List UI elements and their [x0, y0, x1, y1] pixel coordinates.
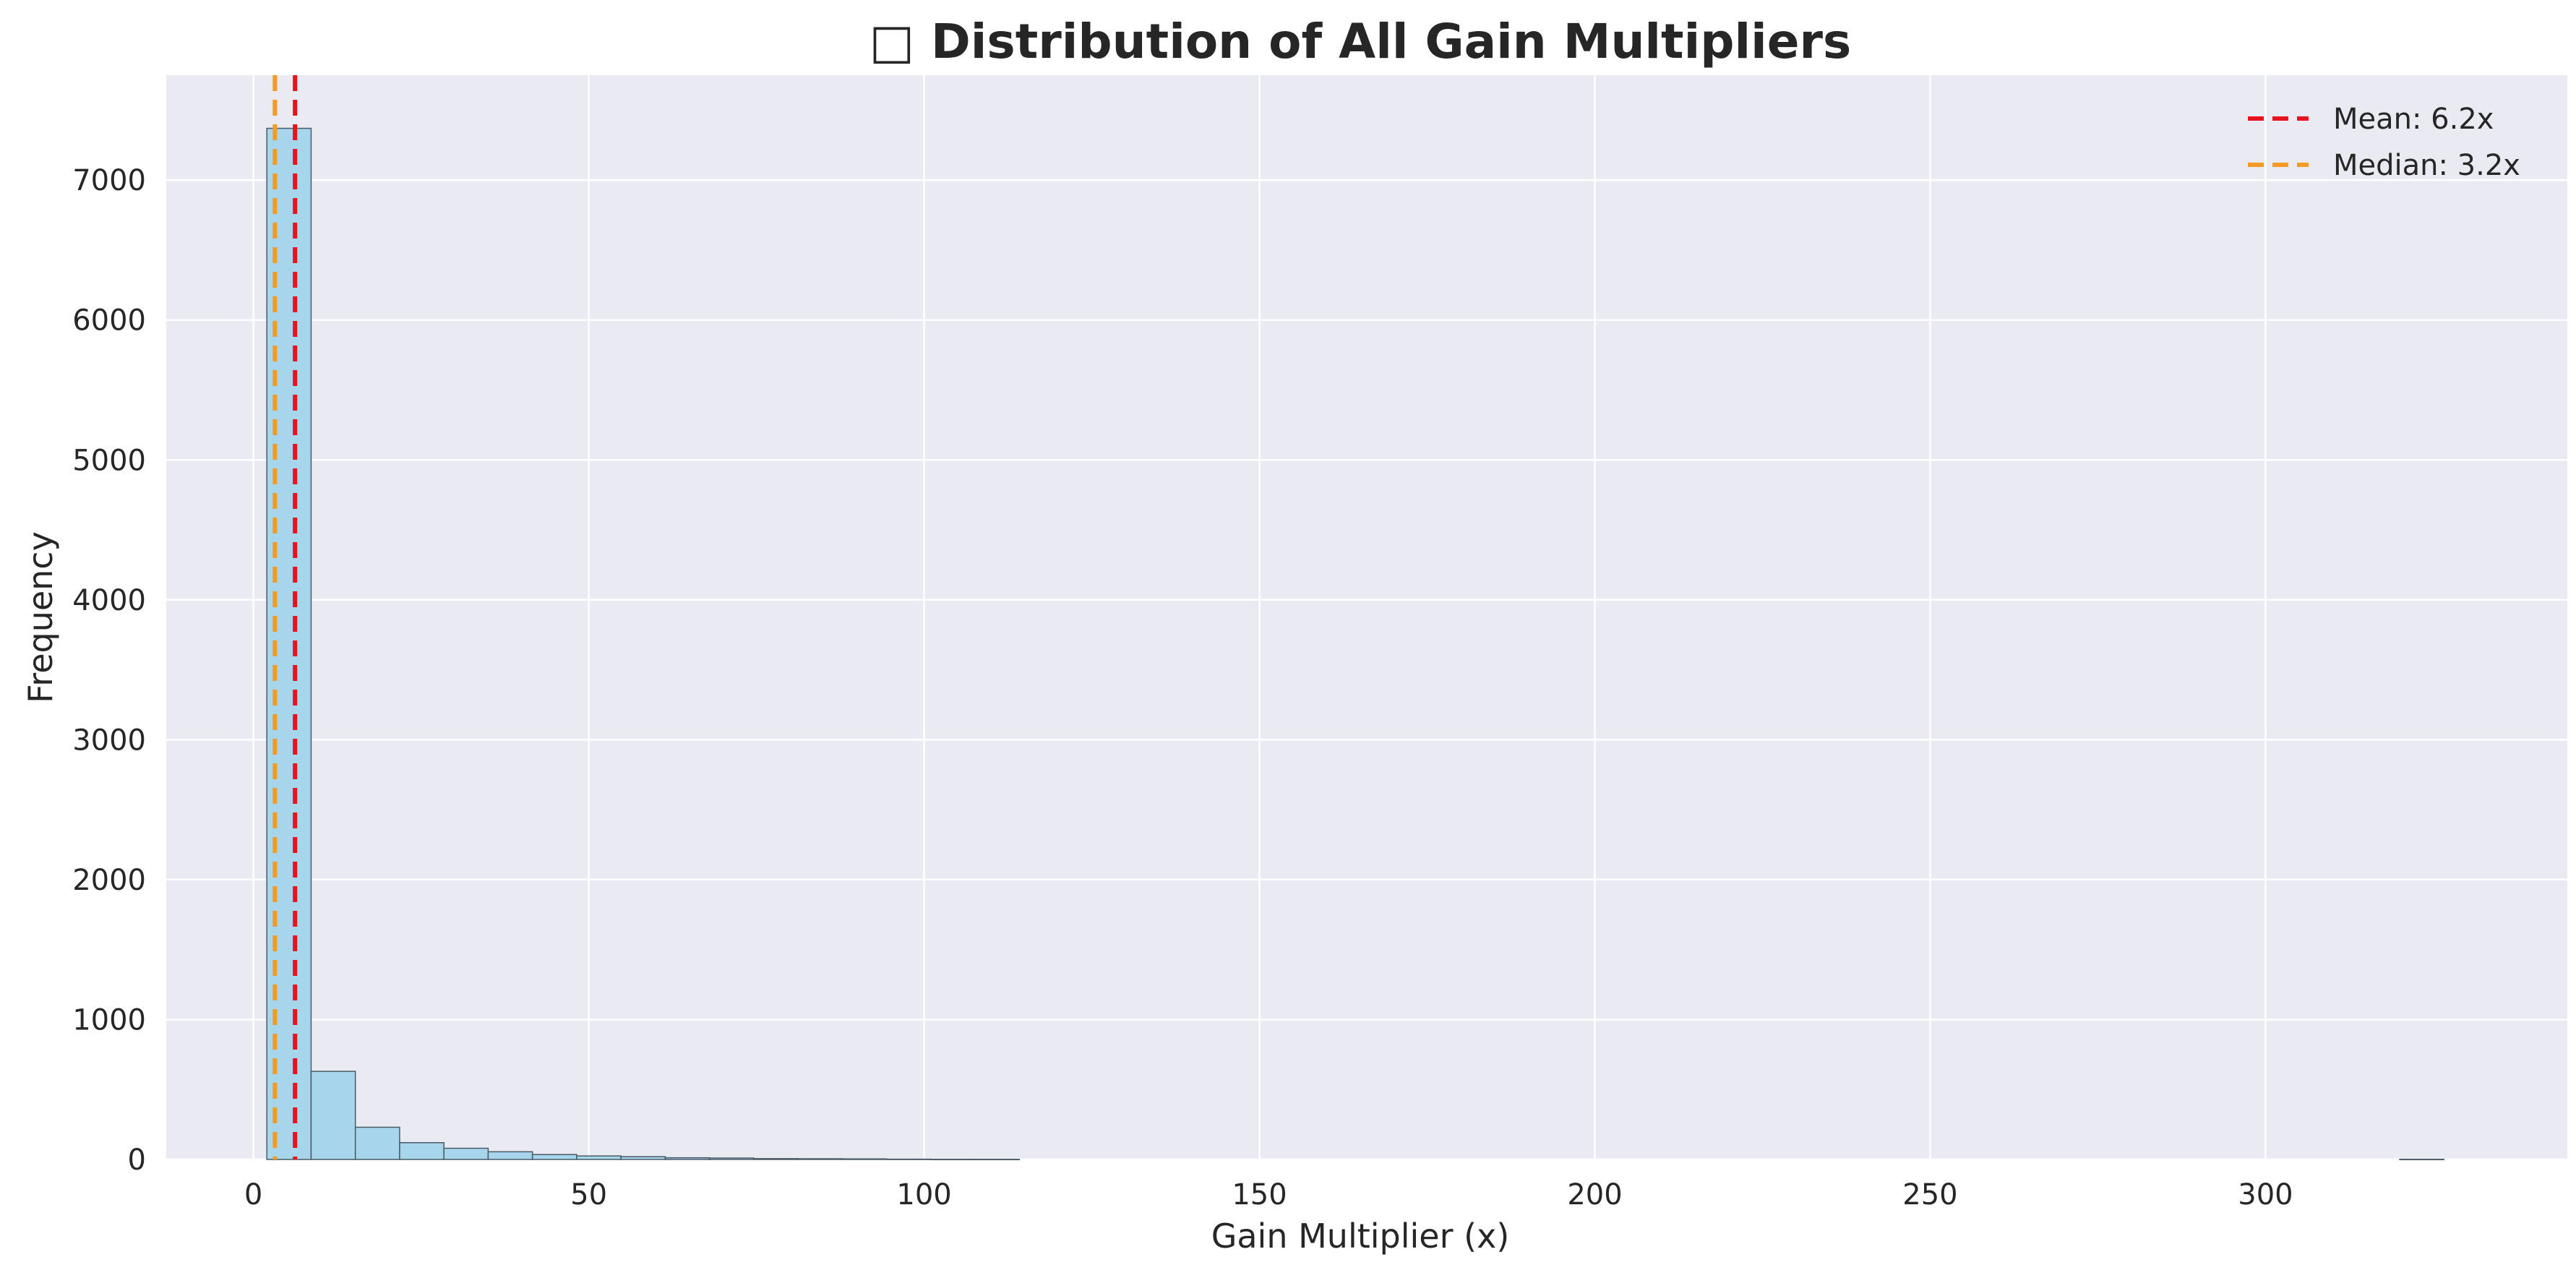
x-tick-label: 200 — [1567, 1178, 1622, 1211]
histogram-bar — [487, 1151, 533, 1160]
histogram-bar — [443, 1147, 489, 1160]
histogram-bar — [399, 1142, 445, 1160]
y-tick-label: 4000 — [72, 584, 146, 617]
histogram-bar — [664, 1157, 710, 1160]
reference-lines — [272, 75, 298, 1159]
legend: Mean: 6.2x Median: 3.2x — [2248, 103, 2520, 182]
histogram-bar — [354, 1126, 400, 1160]
y-tick-label: 6000 — [72, 304, 146, 338]
x-tick-label: 0 — [244, 1178, 262, 1211]
histogram-bar — [885, 1158, 932, 1160]
x-tick-label: 100 — [896, 1178, 951, 1211]
x-axis-ticks: 0 50 100 150 200 250 300 — [244, 1178, 2293, 1211]
x-tick-label: 50 — [570, 1178, 607, 1211]
y-tick-label: 2000 — [72, 864, 146, 897]
x-axis-label: Gain Multiplier (x) — [1211, 1217, 1510, 1256]
y-tick-label: 5000 — [72, 444, 146, 477]
histogram-bar — [930, 1159, 976, 1161]
histogram-bar — [576, 1155, 622, 1160]
histogram-bar — [974, 1159, 1021, 1161]
legend-label: Median: 3.2x — [2333, 149, 2520, 182]
x-tick-label: 150 — [1232, 1178, 1287, 1211]
y-tick-label: 0 — [128, 1144, 146, 1177]
legend-label: Mean: 6.2x — [2333, 103, 2494, 136]
histogram-bar — [620, 1156, 666, 1160]
y-tick-label: 1000 — [72, 1003, 146, 1037]
x-tick-label: 300 — [2238, 1178, 2293, 1211]
y-axis-label: Frequency — [21, 531, 60, 703]
histogram-bar — [708, 1157, 755, 1160]
y-tick-label: 3000 — [72, 724, 146, 757]
plot-area — [166, 75, 2567, 1159]
chart-title: □ Distribution of All Gain Multipliers — [870, 14, 1852, 69]
histogram-bar — [2399, 1159, 2445, 1161]
histogram-bar — [531, 1154, 578, 1160]
histogram-bar — [310, 1071, 356, 1160]
y-axis-ticks: 0 1000 2000 3000 4000 5000 6000 7000 — [72, 164, 146, 1177]
x-tick-label: 250 — [1902, 1178, 1957, 1211]
y-tick-label: 7000 — [72, 164, 146, 197]
